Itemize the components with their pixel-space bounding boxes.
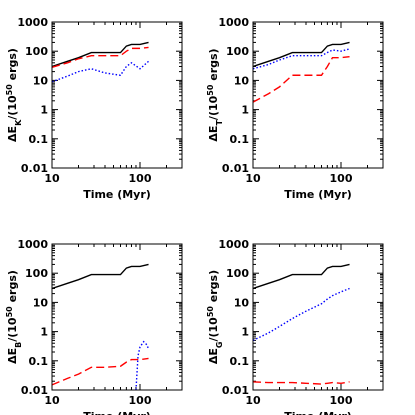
y-tick-label: 1000 [17, 16, 48, 29]
y-tick-label: 0.01 [222, 162, 249, 175]
y-tick-label: 10 [33, 296, 49, 309]
y-tick-label: 0.1 [29, 133, 49, 146]
y-axis-label-part: T [215, 120, 224, 126]
panel: 10 100 0.01 0.1 1 10 100 1000 Time (Myr) ΔEG/(105… [206, 238, 384, 415]
y-axis-label: ΔEK/(1050 ergs) [5, 48, 23, 142]
y-tick-label: 1 [40, 104, 48, 117]
y-tick-label: 0.01 [222, 384, 249, 397]
plot-frame [252, 243, 384, 391]
y-axis-label-part: 50 [5, 84, 14, 96]
y-axis-label: ΔEB/(1050 ergs) [5, 270, 23, 364]
x-tick-label: 100 [129, 172, 152, 185]
y-tick-label: 100 [25, 267, 48, 280]
y-tick-label: 10 [234, 74, 250, 87]
y-tick-label: 1 [40, 326, 48, 339]
series-line [52, 357, 149, 386]
series-line [253, 381, 350, 385]
y-tick-label: 0.1 [29, 355, 49, 368]
y-tick-label: 10 [234, 296, 250, 309]
y-axis-label-part: ΔE [207, 126, 220, 142]
y-axis-label-part: ΔE [207, 348, 220, 364]
y-axis-label-part: 50 [206, 84, 215, 96]
x-tick-label: 100 [129, 394, 152, 407]
y-axis-label-part: 50 [5, 306, 14, 318]
y-tick-label: 1 [241, 326, 249, 339]
series-line [253, 263, 350, 290]
y-axis-label-part: 50 [206, 306, 215, 318]
plot-frame [252, 21, 384, 169]
y-axis-label-part: ergs) [6, 270, 19, 306]
y-tick-label: 100 [226, 45, 249, 58]
series-line [52, 46, 149, 69]
y-tick-label: 1 [241, 104, 249, 117]
y-axis-label-part: /(10 [207, 95, 220, 120]
y-tick-label: 0.01 [21, 162, 48, 175]
y-tick-label: 10 [33, 74, 49, 87]
panel: 10 100 0.01 0.1 1 10 100 1000 Time (Myr) ΔET/(105… [206, 16, 384, 201]
series-line [253, 287, 350, 342]
y-axis-label: ΔET/(1050 ergs) [206, 48, 224, 141]
y-axis-label-part: ergs) [207, 48, 220, 84]
y-tick-label: 1000 [218, 238, 249, 251]
x-axis-label: Time (Myr) [83, 410, 151, 415]
series-line [253, 41, 350, 68]
y-tick-label: 0.1 [230, 355, 250, 368]
plot-frame [51, 21, 183, 169]
y-axis-label-part: ergs) [207, 270, 220, 306]
x-tick-label: 10 [245, 394, 261, 407]
y-axis-label: ΔEG/(1050 ergs) [206, 270, 224, 364]
y-axis-label-part: ΔE [6, 126, 19, 142]
series-line [52, 263, 149, 290]
x-tick-label: 10 [44, 172, 60, 185]
series-line [253, 55, 350, 103]
y-tick-label: 100 [25, 45, 48, 58]
panel: 10 100 0.01 0.1 1 10 100 1000 Time (Myr) ΔEK/(105… [5, 16, 183, 201]
x-tick-label: 100 [330, 394, 353, 407]
plot-frame [51, 243, 183, 391]
y-axis-label-part: ΔE [6, 348, 19, 364]
y-tick-label: 100 [226, 267, 249, 280]
y-axis-label-part: /(10 [207, 317, 220, 342]
x-axis-label: Time (Myr) [83, 188, 151, 201]
y-axis-label-part: B [14, 342, 23, 348]
series-line [52, 60, 150, 83]
x-tick-label: 100 [330, 172, 353, 185]
y-axis-label-part: G [215, 342, 224, 349]
series-line [135, 340, 150, 390]
x-axis-label: Time (Myr) [284, 188, 352, 201]
series-line [52, 41, 149, 68]
y-tick-label: 1000 [17, 238, 48, 251]
y-axis-label-part: /(10 [6, 95, 19, 120]
y-tick-label: 0.1 [230, 133, 250, 146]
y-tick-label: 1000 [218, 16, 249, 29]
y-tick-label: 0.01 [21, 384, 48, 397]
x-axis-label: Time (Myr) [284, 410, 352, 415]
series-line [253, 48, 350, 70]
x-tick-label: 10 [44, 394, 60, 407]
panel: 10 100 0.01 0.1 1 10 100 1000 Time (Myr) ΔEB/(105… [5, 238, 183, 415]
y-axis-label-part: K [14, 119, 23, 126]
x-tick-label: 10 [245, 172, 261, 185]
y-axis-label-part: ergs) [6, 48, 19, 84]
y-axis-label-part: /(10 [6, 317, 19, 342]
